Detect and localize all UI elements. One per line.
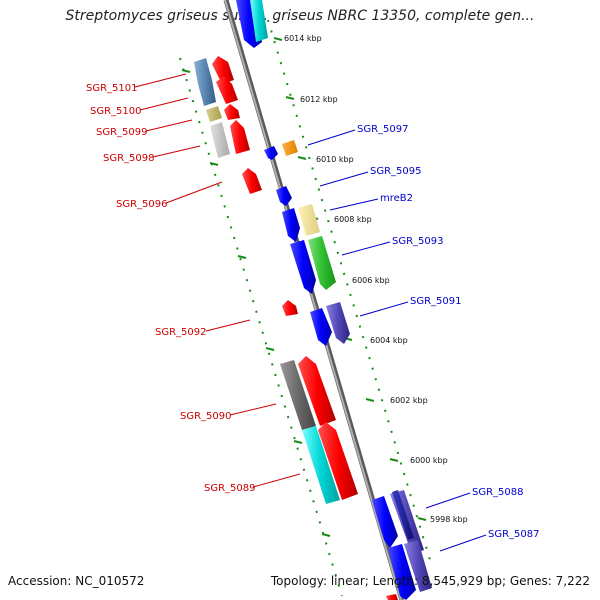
gene-label[interactable]: SGR_5100 — [90, 106, 142, 117]
gene-label[interactable]: SGR_5091 — [410, 296, 462, 307]
gene-label[interactable]: SGR_5096 — [116, 199, 168, 210]
tick-label: 6002 kbp — [390, 396, 428, 405]
tick-label: 6014 kbp — [284, 34, 322, 43]
gene-arrow[interactable] — [210, 122, 230, 158]
forward-label-leaders — [307, 129, 487, 552]
gene-arrow[interactable] — [216, 76, 238, 104]
gene-label[interactable]: mreB2 — [380, 193, 413, 204]
reverse-label-leaders — [134, 73, 301, 488]
gene-arrow[interactable] — [282, 300, 298, 316]
gene-label[interactable]: SGR_5099 — [96, 127, 148, 138]
gene-arrow[interactable] — [392, 490, 414, 540]
gene-arrow[interactable] — [276, 186, 292, 206]
reverse-strand-genes — [194, 56, 358, 504]
gene-label[interactable]: SGR_5095 — [370, 166, 422, 177]
gene-label[interactable]: SGR_5088 — [472, 487, 524, 498]
gene-arrow[interactable] — [282, 208, 300, 242]
gene-arrow[interactable] — [230, 120, 250, 154]
gene-arrow[interactable] — [388, 544, 416, 600]
map-title: Streptomyces griseus subsp. griseus NBRC… — [65, 8, 535, 24]
gene-arrow[interactable] — [302, 426, 340, 504]
tick-label: 6008 kbp — [334, 215, 372, 224]
tick-label: 6000 kbp — [410, 456, 448, 465]
forward-strand-genes — [236, 0, 432, 600]
gene-arrow[interactable] — [298, 204, 320, 236]
gene-arrow[interactable] — [308, 236, 336, 290]
scale-tick-labels: 6014 kbp 6012 kbp 6010 kbp 6008 kbp 6006… — [284, 34, 468, 524]
gene-arrow[interactable] — [282, 140, 298, 156]
gene-arrow[interactable] — [280, 360, 316, 430]
gene-label[interactable]: SGR_5093 — [392, 236, 444, 247]
reverse-gene-labels: SGR_5101 SGR_5100 SGR_5099 SGR_5098 SGR_… — [86, 83, 256, 494]
gene-arrow[interactable] — [194, 58, 216, 106]
tick-label: 6010 kbp — [316, 155, 354, 164]
gene-label[interactable]: SGR_5090 — [180, 411, 232, 422]
gene-arrow[interactable] — [386, 594, 398, 600]
gene-arrow[interactable] — [206, 106, 222, 122]
tick-label: 6012 kbp — [300, 95, 338, 104]
gene-arrow[interactable] — [264, 146, 278, 160]
gene-arrow[interactable] — [242, 168, 262, 194]
gene-arrow[interactable] — [212, 56, 234, 84]
gene-arrow[interactable] — [298, 356, 336, 426]
gene-label[interactable]: SGR_5087 — [488, 529, 540, 540]
gene-arrow[interactable] — [318, 422, 358, 500]
gene-arrow[interactable] — [290, 240, 316, 294]
gene-arrow[interactable] — [310, 308, 332, 346]
gene-arrow[interactable] — [404, 540, 432, 592]
tick-label: 6006 kbp — [352, 276, 390, 285]
gene-arrow[interactable] — [372, 496, 398, 548]
gene-label[interactable]: SGR_5092 — [155, 327, 207, 338]
gene-label[interactable]: SGR_5097 — [357, 124, 409, 135]
gene-label[interactable]: SGR_5098 — [103, 153, 155, 164]
gene-label[interactable]: SGR_5101 — [86, 83, 138, 94]
topology-summary: Topology: linear; Length: 8,545,929 bp; … — [270, 574, 590, 588]
tick-label: 5998 kbp — [430, 515, 468, 524]
gene-arrow[interactable] — [326, 302, 350, 344]
accession-text: Accession: NC_010572 — [8, 574, 145, 588]
gene-arrow[interactable] — [224, 104, 240, 120]
tick-label: 6004 kbp — [370, 336, 408, 345]
gene-label[interactable]: SGR_5089 — [204, 483, 256, 494]
gene-arrow[interactable] — [250, 0, 268, 42]
forward-gene-labels: SGR_5097 SGR_5095 mreB2 SGR_5093 SGR_509… — [357, 124, 540, 540]
